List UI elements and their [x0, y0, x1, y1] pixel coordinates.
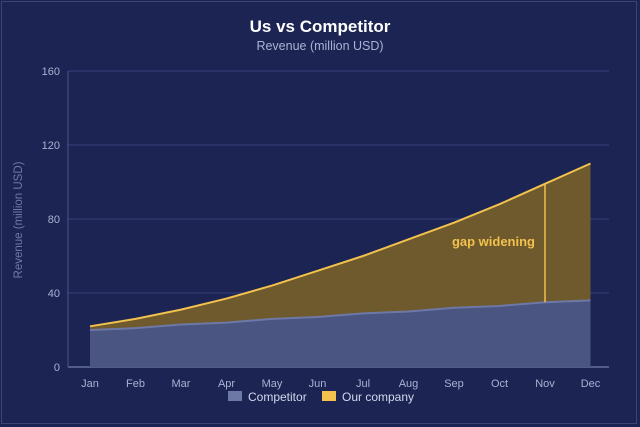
- legend-label[interactable]: Competitor: [248, 390, 307, 404]
- y-tick-label: 40: [48, 288, 60, 300]
- annotation-text: gap widening: [452, 234, 535, 249]
- area-competitor: [90, 300, 591, 367]
- y-tick-label: 160: [42, 66, 60, 78]
- line-our-company: [89, 162, 591, 328]
- x-tick-label: Jun: [309, 378, 327, 390]
- x-tick-label: Oct: [491, 378, 508, 390]
- x-tick-label: Sep: [444, 378, 464, 390]
- chart-subtitle: Revenue (million USD): [256, 39, 383, 53]
- legend-swatch: [322, 391, 336, 401]
- x-tick-label: Dec: [581, 378, 601, 390]
- y-axis-label: Revenue (million USD): [13, 161, 25, 278]
- y-tick-labels: 0 40 80 120 160: [42, 66, 60, 374]
- x-tick-label: May: [262, 378, 283, 390]
- annotation: gap widening: [452, 183, 546, 303]
- legend[interactable]: Competitor Our company: [228, 390, 414, 404]
- legend-swatch: [228, 391, 242, 401]
- x-tick-label: Feb: [126, 378, 145, 390]
- x-tick-label: Jan: [81, 378, 99, 390]
- x-tick-label: Mar: [172, 378, 191, 390]
- series-areas: [89, 162, 591, 367]
- x-tick-label: Jul: [356, 378, 370, 390]
- x-tick-label: Aug: [399, 378, 419, 390]
- line-competitor: [89, 299, 591, 331]
- legend-label[interactable]: Our company: [342, 390, 414, 404]
- x-tick-label: Nov: [535, 378, 555, 390]
- y-tick-label: 0: [54, 362, 60, 374]
- x-tick-labels: Jan Feb Mar Apr May Jun Jul Aug Sep Oct Nov Dec: [81, 378, 601, 390]
- y-tick-label: 80: [48, 214, 60, 226]
- y-tick-label: 120: [42, 140, 60, 152]
- chart-title: Us vs Competitor: [250, 17, 391, 36]
- x-tick-label: Apr: [218, 378, 235, 390]
